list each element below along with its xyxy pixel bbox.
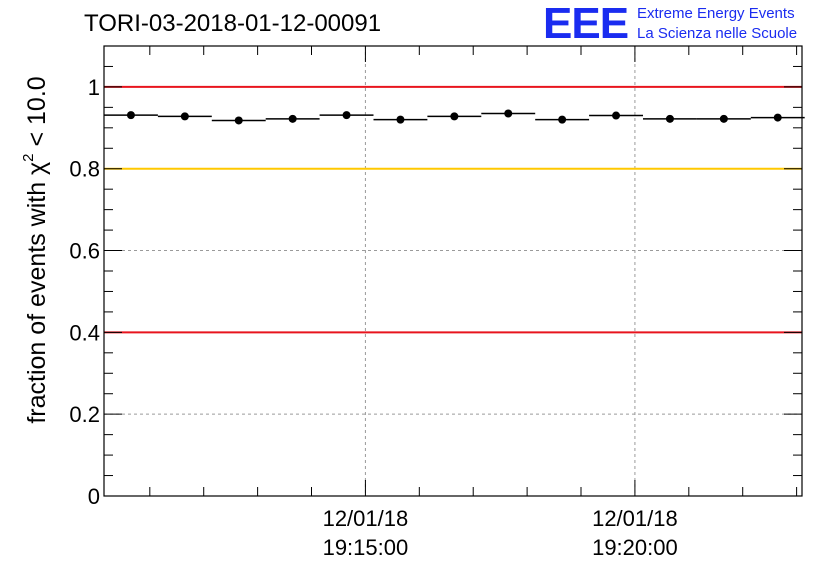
logo-line-1: Extreme Energy Events — [637, 5, 795, 22]
data-point — [558, 115, 567, 124]
data-point — [773, 113, 782, 122]
data-point — [612, 111, 621, 120]
data-point — [126, 111, 135, 120]
data-point — [504, 109, 513, 118]
data-point — [180, 112, 189, 121]
y-tick-label: 0.6 — [69, 239, 100, 264]
x-tick-label-date: 12/01/18 — [323, 506, 409, 531]
y-tick-label: 0 — [88, 484, 100, 509]
y-tick-label: 0.4 — [69, 320, 100, 345]
logo-line-2: La Scienza nelle Scuole — [637, 25, 798, 42]
y-tick-label: 0.2 — [69, 402, 100, 427]
data-point — [665, 114, 674, 123]
data-point — [450, 112, 459, 121]
y-tick-label: 0.8 — [69, 157, 100, 182]
chart-title: TORI-03-2018-01-12-00091 — [84, 10, 382, 37]
data-point — [719, 114, 728, 123]
data-point — [396, 115, 405, 124]
data-point — [288, 114, 297, 123]
y-tick-label: 1 — [88, 75, 100, 100]
x-tick-label-date: 12/01/18 — [592, 506, 678, 531]
eee-logo: EEE Extreme Energy Events La Scienza nel… — [543, 2, 833, 46]
data-point — [234, 116, 243, 125]
x-tick-label-time: 19:15:00 — [323, 535, 409, 560]
logo-mark: EEE — [543, 0, 629, 48]
x-tick-label-time: 19:20:00 — [592, 535, 678, 560]
data-point — [342, 111, 351, 120]
